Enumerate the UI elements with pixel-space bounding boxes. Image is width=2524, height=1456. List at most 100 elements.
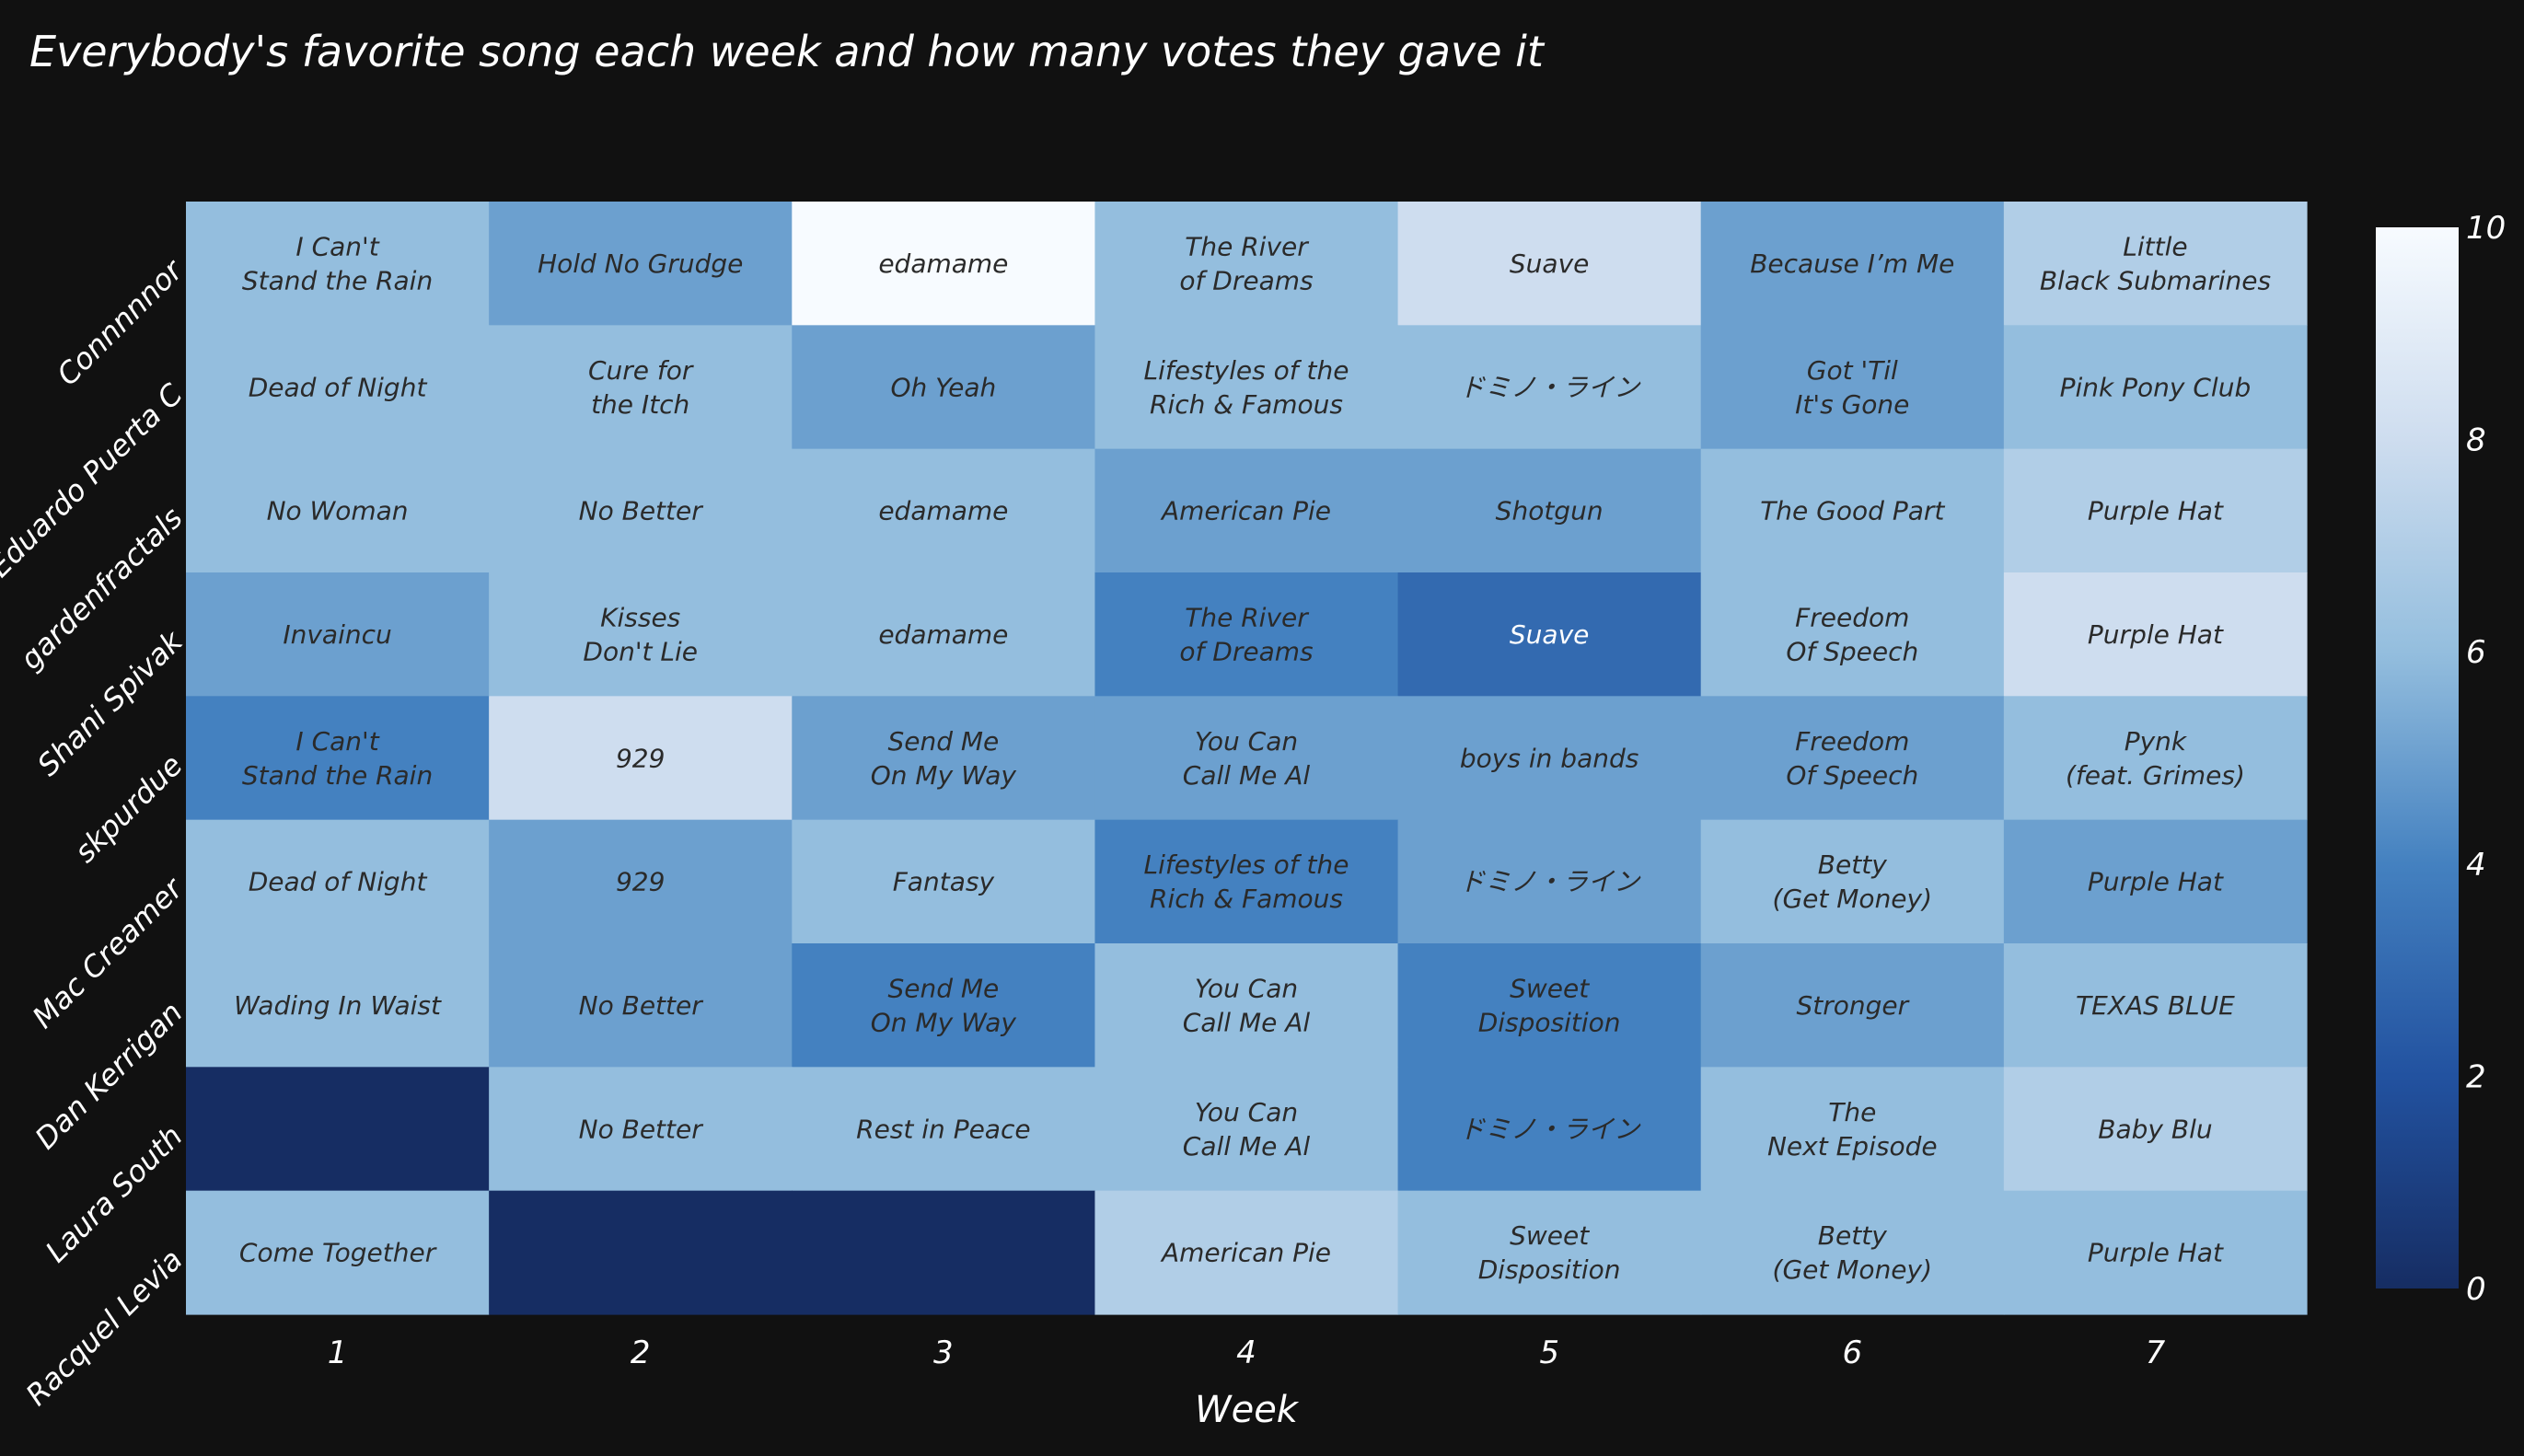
cell-label-skpurdue-week-6: Freedom Of Speech xyxy=(1786,726,1918,791)
heatmap-cell-gardenfractals-week-3 xyxy=(792,448,1096,573)
heatmap-cell-laura-south-week-6 xyxy=(1700,1067,2005,1192)
cell-label-shani-spivak-week-2: Kisses Don't Lie xyxy=(583,602,698,666)
cell-label-shani-spivak-week-5: Suave xyxy=(1510,619,1589,650)
heatmap-cell-eduardo-puerta-c-week-4 xyxy=(1094,325,1399,450)
cell-label-dan-kerrigan-week-3: Send Me On My Way xyxy=(871,973,1017,1037)
heatmap-cell-mac-creamer-week-3 xyxy=(792,819,1096,944)
cell-label-racquel-levia-week-5: Sweet Disposition xyxy=(1478,1220,1621,1285)
cell-label-skpurdue-week-7: Pynk (feat. Grimes) xyxy=(2066,726,2245,791)
cell-label-laura-south-week-3: Rest in Peace xyxy=(856,1114,1030,1144)
y-tick-connnnnor: Connnnnor xyxy=(50,252,191,393)
cell-label-dan-kerrigan-week-5: Sweet Disposition xyxy=(1478,973,1621,1037)
heatmap-cell-racquel-levia-week-5 xyxy=(1397,1190,1702,1315)
heatmap-cell-eduardo-puerta-c-week-3 xyxy=(792,325,1096,450)
heatmap-cell-eduardo-puerta-c-week-6 xyxy=(1700,325,2005,450)
heatmap-cell-gardenfractals-week-7 xyxy=(2003,448,2308,573)
heatmap-cell-laura-south-week-5 xyxy=(1397,1067,1702,1192)
heatmap-cell-connnnnor-week-1 xyxy=(186,202,490,326)
heatmap-cell-eduardo-puerta-c-week-7 xyxy=(2003,325,2308,450)
heatmap-cell-mac-creamer-week-2 xyxy=(489,819,793,944)
heatmap-cell-connnnnor-week-2 xyxy=(489,202,793,326)
cell-label-gardenfractals-week-3: edamame xyxy=(878,496,1008,526)
cell-label-skpurdue-week-4: You Can Call Me Al xyxy=(1183,726,1311,791)
heatmap-cell-gardenfractals-week-1 xyxy=(186,448,490,573)
heatmap-cell-eduardo-puerta-c-week-2 xyxy=(489,325,793,450)
heatmap-cell-mac-creamer-week-6 xyxy=(1700,819,2005,944)
x-tick-week-4: 4 xyxy=(1236,1335,1256,1371)
heatmap-cell-racquel-levia-week-7 xyxy=(2003,1190,2308,1315)
heatmap-cell-mac-creamer-week-4 xyxy=(1094,819,1399,944)
cell-label-dan-kerrigan-week-1: Wading In Waist xyxy=(234,990,442,1021)
heatmap-cell-connnnnor-week-3 xyxy=(792,202,1096,326)
heatmap-cell-gardenfractals-week-2 xyxy=(489,448,793,573)
cell-label-laura-south-week-6: The Next Episode xyxy=(1767,1097,1938,1161)
heatmap-cell-connnnnor-week-5 xyxy=(1397,202,1702,326)
cell-label-skpurdue-week-5: boys in bands xyxy=(1460,743,1638,773)
heatmap-cell-laura-south-week-3 xyxy=(792,1067,1096,1192)
heatmap-cell-dan-kerrigan-week-5 xyxy=(1397,943,1702,1068)
cell-label-connnnnor-week-3: edamame xyxy=(878,248,1008,279)
heatmap-cell-skpurdue-week-7 xyxy=(2003,696,2308,821)
colorbar-tick-4: 4 xyxy=(2466,847,2486,884)
y-tick-racquel-levia: Racquel Levia xyxy=(19,1242,190,1413)
heatmap-cell-racquel-levia-week-6 xyxy=(1700,1190,2005,1315)
cell-label-gardenfractals-week-4: American Pie xyxy=(1160,496,1331,526)
cell-label-shani-spivak-week-1: Invaincu xyxy=(283,619,391,650)
cell-label-eduardo-puerta-c-week-4: Lifestyles of the Rich & Famous xyxy=(1144,355,1349,420)
heatmap-cell-dan-kerrigan-week-1 xyxy=(186,943,490,1068)
heatmap-cell-dan-kerrigan-week-4 xyxy=(1094,943,1399,1068)
cell-label-connnnnor-week-1: I Can't Stand the Rain xyxy=(242,231,433,295)
cell-label-mac-creamer-week-4: Lifestyles of the Rich & Famous xyxy=(1144,849,1349,914)
heatmap-cell-shani-spivak-week-6 xyxy=(1700,572,2005,697)
colorbar: 0 2 4 6 8 10 xyxy=(2376,210,2506,1308)
y-tick-skpurdue: skpurdue xyxy=(67,747,189,869)
heatmap-cell-gardenfractals-week-4 xyxy=(1094,448,1399,573)
x-axis-ticks: 1 2 3 4 5 6 7 xyxy=(328,1335,2166,1371)
heatmap-cell-racquel-levia-week-4 xyxy=(1094,1190,1399,1315)
heatmap-cell-gardenfractals-week-6 xyxy=(1700,448,2005,573)
heatmap-cell-eduardo-puerta-c-week-1 xyxy=(186,325,490,450)
cell-label-connnnnor-week-2: Hold No Grudge xyxy=(538,248,743,279)
cell-label-skpurdue-week-1: I Can't Stand the Rain xyxy=(242,726,433,791)
cell-label-mac-creamer-week-1: Dead of Night xyxy=(249,867,428,897)
heatmap-cell-racquel-levia-week-1 xyxy=(186,1190,490,1315)
cell-label-gardenfractals-week-7: Purple Hat xyxy=(2088,496,2224,526)
cell-label-dan-kerrigan-week-4: You Can Call Me Al xyxy=(1183,973,1311,1037)
cell-label-shani-spivak-week-4: The River of Dreams xyxy=(1179,602,1313,666)
cell-label-eduardo-puerta-c-week-2: Cure for the Itch xyxy=(588,355,694,420)
cell-label-eduardo-puerta-c-week-3: Oh Yeah xyxy=(890,372,996,402)
x-tick-week-3: 3 xyxy=(933,1335,954,1371)
cell-label-dan-kerrigan-week-6: Stronger xyxy=(1796,990,1909,1021)
cell-label-gardenfractals-week-5: Shotgun xyxy=(1496,496,1604,526)
heatmap-cells xyxy=(186,202,2308,1315)
heatmap-cell-skpurdue-week-1 xyxy=(186,696,490,821)
cell-label-gardenfractals-week-2: No Better xyxy=(579,496,704,526)
heatmap-cell-skpurdue-week-2 xyxy=(489,696,793,821)
heatmap-cell-labels: I Can't Stand the Rain Hold No Grudge edama… xyxy=(234,231,2271,1285)
heatmap-cell-racquel-levia-week-3 xyxy=(792,1190,1096,1315)
heatmap-cell-dan-kerrigan-week-6 xyxy=(1700,943,2005,1068)
heatmap-cell-dan-kerrigan-week-2 xyxy=(489,943,793,1068)
cell-label-laura-south-week-5: ドミノ・ライン xyxy=(1459,1114,1641,1144)
colorbar-tick-2: 2 xyxy=(2466,1058,2486,1095)
cell-label-laura-south-week-7: Baby Blu xyxy=(2098,1114,2212,1144)
heatmap-cell-mac-creamer-week-1 xyxy=(186,819,490,944)
heatmap-cell-eduardo-puerta-c-week-5 xyxy=(1397,325,1702,450)
x-axis-title: Week xyxy=(1195,1389,1300,1431)
colorbar-tick-6: 6 xyxy=(2466,634,2486,671)
cell-label-eduardo-puerta-c-week-5: ドミノ・ライン xyxy=(1459,372,1641,402)
colorbar-tick-8: 8 xyxy=(2466,422,2486,459)
x-tick-week-7: 7 xyxy=(2146,1335,2166,1371)
colorbar-tick-10: 10 xyxy=(2466,210,2506,247)
cell-label-mac-creamer-week-7: Purple Hat xyxy=(2088,867,2224,897)
heatmap-cell-shani-spivak-week-4 xyxy=(1094,572,1399,697)
heatmap-cell-skpurdue-week-3 xyxy=(792,696,1096,821)
x-tick-week-6: 6 xyxy=(1842,1335,1862,1371)
cell-label-connnnnor-week-4: The River of Dreams xyxy=(1179,231,1313,295)
chart-title: Everybody's favorite song each week and … xyxy=(29,27,1546,76)
heatmap-cell-shani-spivak-week-7 xyxy=(2003,572,2308,697)
heatmap-cell-racquel-levia-week-2 xyxy=(489,1190,793,1315)
x-tick-week-5: 5 xyxy=(1539,1335,1559,1371)
cell-label-racquel-levia-week-1: Come Together xyxy=(239,1238,437,1268)
heatmap-cell-shani-spivak-week-5 xyxy=(1397,572,1702,697)
